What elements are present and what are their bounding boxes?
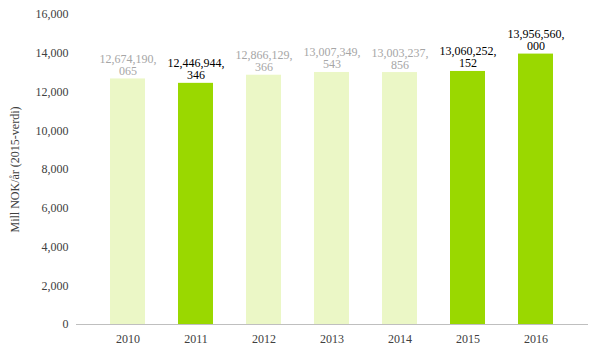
svg-text:13,007,349,543: 13,007,349,543 — [304, 45, 361, 71]
svg-text:6,000: 6,000 — [42, 201, 69, 215]
svg-text:2010: 2010 — [116, 332, 140, 346]
svg-text:14,000: 14,000 — [36, 46, 69, 60]
svg-text:2016: 2016 — [524, 332, 548, 346]
svg-text:8,000: 8,000 — [42, 162, 69, 176]
svg-text:2011: 2011 — [184, 332, 208, 346]
svg-text:Mill NOK/år (2015-verdi): Mill NOK/år (2015-verdi) — [8, 107, 22, 233]
svg-text:4,000: 4,000 — [42, 240, 69, 254]
svg-text:13,956,560,000: 13,956,560,000 — [508, 27, 565, 53]
svg-text:2,000: 2,000 — [42, 279, 69, 293]
svg-text:12,446,944,346: 12,446,944,346 — [168, 56, 225, 82]
svg-text:0: 0 — [63, 317, 69, 331]
svg-text:2013: 2013 — [320, 332, 344, 346]
svg-text:12,000: 12,000 — [36, 85, 69, 99]
svg-text:10,000: 10,000 — [36, 124, 69, 138]
svg-text:2012: 2012 — [252, 332, 276, 346]
svg-text:2015: 2015 — [456, 332, 480, 346]
svg-text:16,000: 16,000 — [36, 7, 69, 21]
svg-text:2014: 2014 — [388, 332, 412, 346]
svg-text:12,866,129,366: 12,866,129,366 — [236, 48, 293, 74]
svg-text:13,060,252,152: 13,060,252,152 — [440, 44, 497, 70]
svg-text:12,674,190,065: 12,674,190,065 — [100, 52, 157, 78]
svg-text:13,003,237,856: 13,003,237,856 — [372, 46, 429, 72]
